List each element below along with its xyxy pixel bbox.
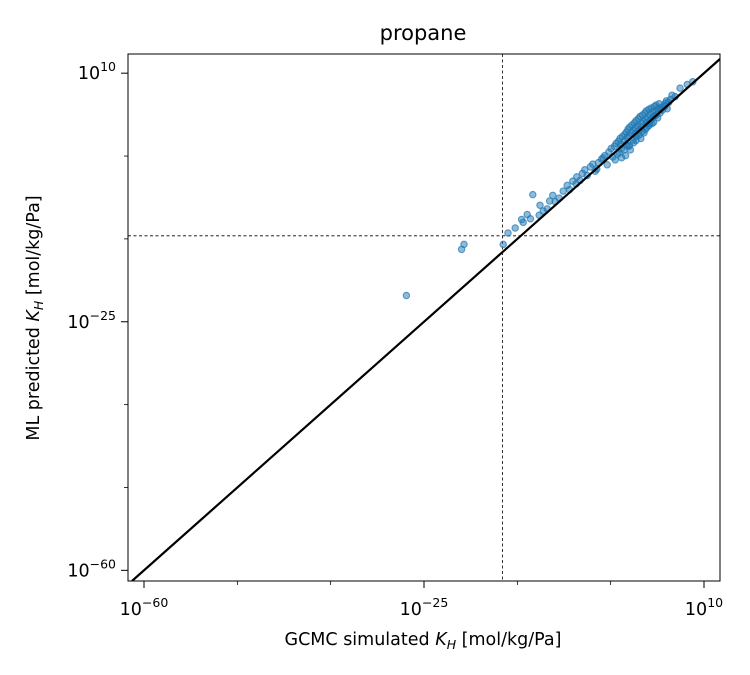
data-point bbox=[599, 153, 607, 162]
chart-title: propane bbox=[380, 21, 467, 45]
plot-area bbox=[128, 54, 720, 581]
data-point bbox=[511, 224, 519, 232]
data-points bbox=[402, 77, 697, 300]
data-point bbox=[676, 84, 684, 92]
data-point bbox=[569, 177, 577, 185]
data-point bbox=[559, 187, 567, 195]
data-point bbox=[603, 161, 611, 169]
y-axis-label: ML predicted KH [mol/kg/Pa] bbox=[24, 195, 46, 440]
data-point bbox=[499, 240, 507, 249]
data-point bbox=[460, 240, 468, 249]
data-point bbox=[504, 229, 512, 237]
data-point bbox=[536, 201, 544, 210]
y-tick-label: 10−60 bbox=[67, 556, 116, 581]
y-tick-label: 1010 bbox=[78, 59, 116, 84]
data-point bbox=[617, 153, 626, 162]
data-point bbox=[545, 197, 554, 205]
data-point bbox=[611, 156, 619, 164]
data-point bbox=[632, 136, 640, 145]
data-point bbox=[517, 215, 526, 224]
data-point bbox=[529, 190, 537, 199]
data-point bbox=[589, 160, 597, 168]
data-point bbox=[526, 215, 535, 223]
data-point bbox=[581, 166, 589, 174]
identity-line bbox=[131, 58, 720, 581]
data-point bbox=[402, 291, 411, 300]
data-point bbox=[549, 191, 557, 200]
data-point bbox=[624, 142, 632, 151]
x-axis-label: GCMC simulated KH [mol/kg/Pa] bbox=[285, 630, 562, 652]
